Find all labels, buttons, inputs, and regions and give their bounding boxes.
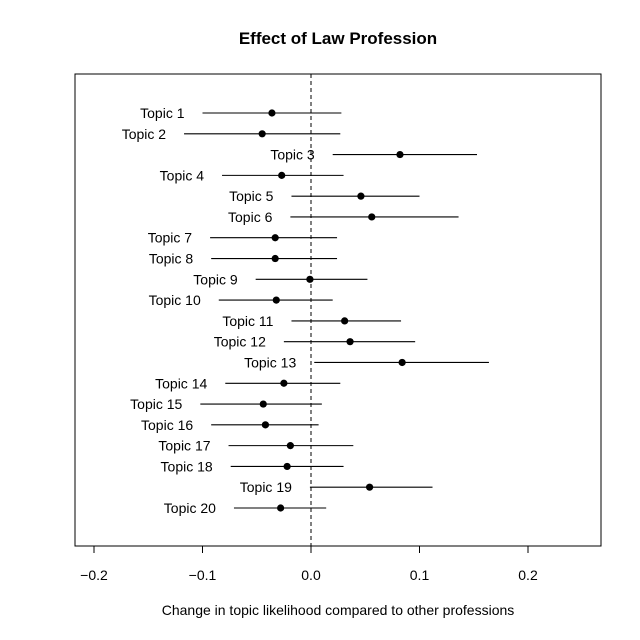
point-estimate: [396, 150, 404, 159]
point-estimate: [278, 171, 286, 179]
topic-label: Topic 2: [122, 126, 167, 142]
point-estimate: [271, 234, 279, 242]
topic-row: Topic 10: [149, 292, 333, 308]
plot-frame: [74, 73, 602, 547]
topic-label: Topic 9: [193, 271, 238, 287]
point-estimate: [283, 462, 291, 471]
point-estimate: [271, 254, 279, 263]
topic-label: Topic 5: [229, 188, 274, 204]
x-tick-label: 0.0: [301, 567, 321, 583]
point-estimate: [272, 296, 280, 304]
point-estimate: [365, 483, 374, 491]
topic-label: Topic 1: [140, 105, 185, 121]
topic-row: Topic 9: [193, 271, 368, 287]
topic-row: Topic 18: [161, 458, 344, 474]
topic-label: Topic 4: [160, 167, 205, 183]
topic-row: Topic 14: [155, 375, 341, 391]
point-estimate: [398, 358, 406, 367]
x-axis: −0.2 −0.1 0.0 0.1 0.2: [80, 546, 538, 583]
topic-row: Topic 3: [270, 147, 478, 163]
topic-row: Topic 6: [228, 209, 459, 225]
point-estimate: [261, 421, 270, 429]
topic-label: Topic 10: [149, 292, 201, 308]
point-estimate: [341, 317, 349, 325]
topic-row: Topic 7: [148, 230, 338, 246]
topic-row: Topic 2: [122, 126, 341, 142]
topic-label: Topic 7: [148, 230, 193, 246]
topic-row: Topic 19: [240, 479, 433, 495]
topic-row: Topic 13: [244, 354, 489, 370]
topic-row: Topic 20: [164, 500, 327, 516]
point-estimate: [259, 400, 267, 408]
topic-row: Topic 11: [222, 313, 402, 329]
point-estimate: [286, 442, 294, 450]
topic-label: Topic 6: [228, 209, 273, 225]
topic-row: Topic 5: [229, 188, 420, 204]
topic-label: Topic 19: [240, 479, 292, 495]
x-tick-label: 0.2: [518, 567, 538, 583]
point-estimate: [346, 338, 354, 346]
topic-row: Topic 17: [158, 438, 354, 454]
point-estimate: [277, 504, 285, 512]
x-tick-label: −0.2: [80, 567, 108, 583]
chart-title: Effect of Law Profession: [239, 29, 437, 48]
topic-row: Topic 15: [130, 396, 322, 412]
estimate-rows: Topic 1 Topic 2 Topic 3 Topic 4 Topic 5 Topic…: [122, 105, 489, 516]
topic-label: Topic 12: [214, 334, 266, 350]
topic-label: Topic 16: [141, 417, 193, 433]
point-estimate: [357, 192, 365, 200]
point-estimate: [268, 109, 276, 117]
topic-label: Topic 3: [270, 147, 315, 163]
topic-label: Topic 18: [161, 458, 213, 474]
x-axis-label: Change in topic likelihood compared to o…: [162, 602, 515, 618]
topic-row: Topic 12: [214, 334, 416, 350]
topic-label: Topic 20: [164, 500, 216, 516]
point-estimate: [306, 275, 314, 283]
topic-row: Topic 1: [140, 105, 342, 121]
topic-row: Topic 16: [141, 417, 319, 433]
point-estimate: [280, 379, 288, 387]
x-tick-label: −0.1: [189, 567, 217, 583]
topic-row: Topic 8: [149, 251, 338, 267]
topic-label: Topic 8: [149, 251, 194, 267]
x-tick-label: 0.1: [410, 567, 430, 583]
topic-label: Topic 14: [155, 375, 207, 391]
point-estimate: [368, 213, 376, 221]
topic-label: Topic 13: [244, 354, 296, 370]
topic-label: Topic 11: [222, 313, 273, 329]
topic-label: Topic 15: [130, 396, 182, 412]
point-estimate: [258, 130, 266, 138]
topic-row: Topic 4: [160, 167, 344, 183]
topic-label: Topic 17: [158, 438, 210, 454]
